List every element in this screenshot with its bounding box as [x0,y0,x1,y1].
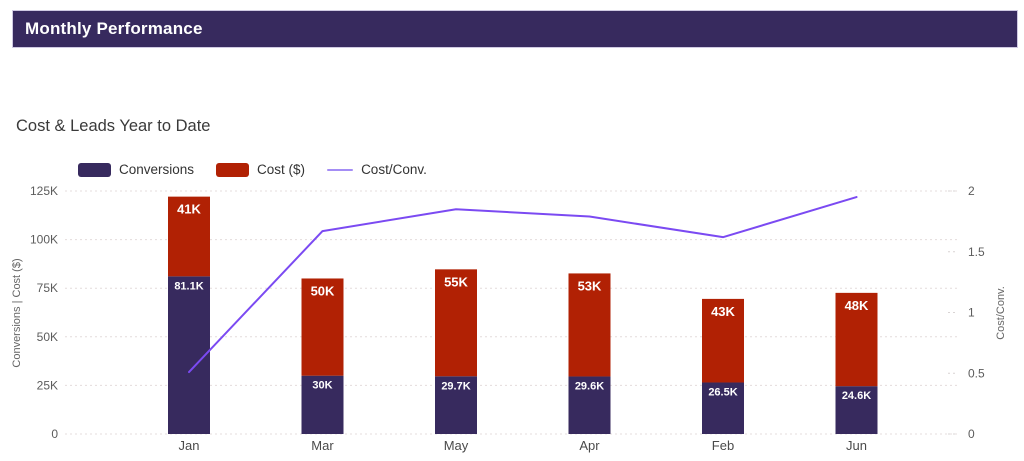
cost-conv-line-swatch [327,168,354,171]
legend-label-cost-conv: Cost/Conv. [361,162,427,177]
gridlines [65,190,958,435]
svg-text:0.5: 0.5 [968,366,985,380]
svg-text:53K: 53K [578,278,602,293]
bar-jan: 41K 81.1K [168,196,210,434]
svg-text:30K: 30K [312,380,332,392]
left-axis-ticks: 0 25K 50K 75K 100K 125K [30,185,58,441]
svg-text:Feb: Feb [712,438,734,453]
svg-text:0: 0 [968,427,975,441]
cost-conv-line [188,196,858,374]
svg-text:81.1K: 81.1K [174,280,203,292]
legend-item-cost[interactable]: Cost ($) [216,162,305,177]
bar-jun: 48K 24.6K [835,292,878,434]
bar-mar: 50K 30K [301,278,344,434]
conversions-swatch [78,162,111,177]
chart-title: Cost & Leads Year to Date [16,117,211,135]
svg-text:50K: 50K [311,283,335,298]
page-title: Monthly Performance [25,19,203,38]
svg-text:48K: 48K [845,298,869,313]
legend-item-conversions[interactable]: Conversions [78,162,194,177]
svg-text:100K: 100K [30,233,58,247]
svg-text:Mar: Mar [311,438,334,453]
bar-may: 55K 29.7K [435,269,477,434]
right-axis-title: Cost/Conv. [995,286,1007,340]
combo-chart: 0 25K 50K 75K 100K 125K 0 0.5 1 1.5 2 41K 81.1K Jan 50… [11,185,1007,453]
cost-swatch [216,162,250,177]
svg-text:Jun: Jun [846,438,867,453]
svg-text:43K: 43K [711,304,735,319]
chart-legend: Conversions Cost ($) Cost/Conv. [78,162,427,177]
svg-text:25K: 25K [37,378,58,392]
svg-text:Jan: Jan [179,438,200,453]
bar-apr: 53K 29.6K [568,273,611,434]
svg-text:26.5K: 26.5K [708,386,737,398]
svg-text:May: May [444,438,469,453]
legend-label-conversions: Conversions [119,162,195,177]
svg-text:1.5: 1.5 [968,245,985,259]
svg-text:29.7K: 29.7K [441,380,470,392]
left-axis-title: Conversions | Cost ($) [11,258,23,367]
bar-feb: 43K 26.5K [702,298,744,434]
legend-label-cost: Cost ($) [257,162,306,177]
svg-text:1: 1 [968,306,975,320]
svg-text:2: 2 [968,185,975,198]
right-axis-ticks: 0 0.5 1 1.5 2 [948,185,985,441]
svg-text:0: 0 [51,427,58,441]
svg-text:24.6K: 24.6K [842,390,871,402]
svg-text:29.6K: 29.6K [575,380,604,392]
svg-text:Apr: Apr [579,438,600,453]
svg-text:125K: 125K [30,185,58,198]
page-header: Monthly Performance [12,10,1018,48]
stacked-bars: 41K 81.1K Jan 50K 30K Mar 55K 29.7K May 53K 29.6K A… [168,196,878,453]
svg-text:55K: 55K [444,274,468,289]
svg-text:41K: 41K [177,202,201,217]
svg-text:75K: 75K [37,281,58,295]
legend-item-cost-conv[interactable]: Cost/Conv. [327,162,427,177]
svg-text:50K: 50K [37,330,58,344]
